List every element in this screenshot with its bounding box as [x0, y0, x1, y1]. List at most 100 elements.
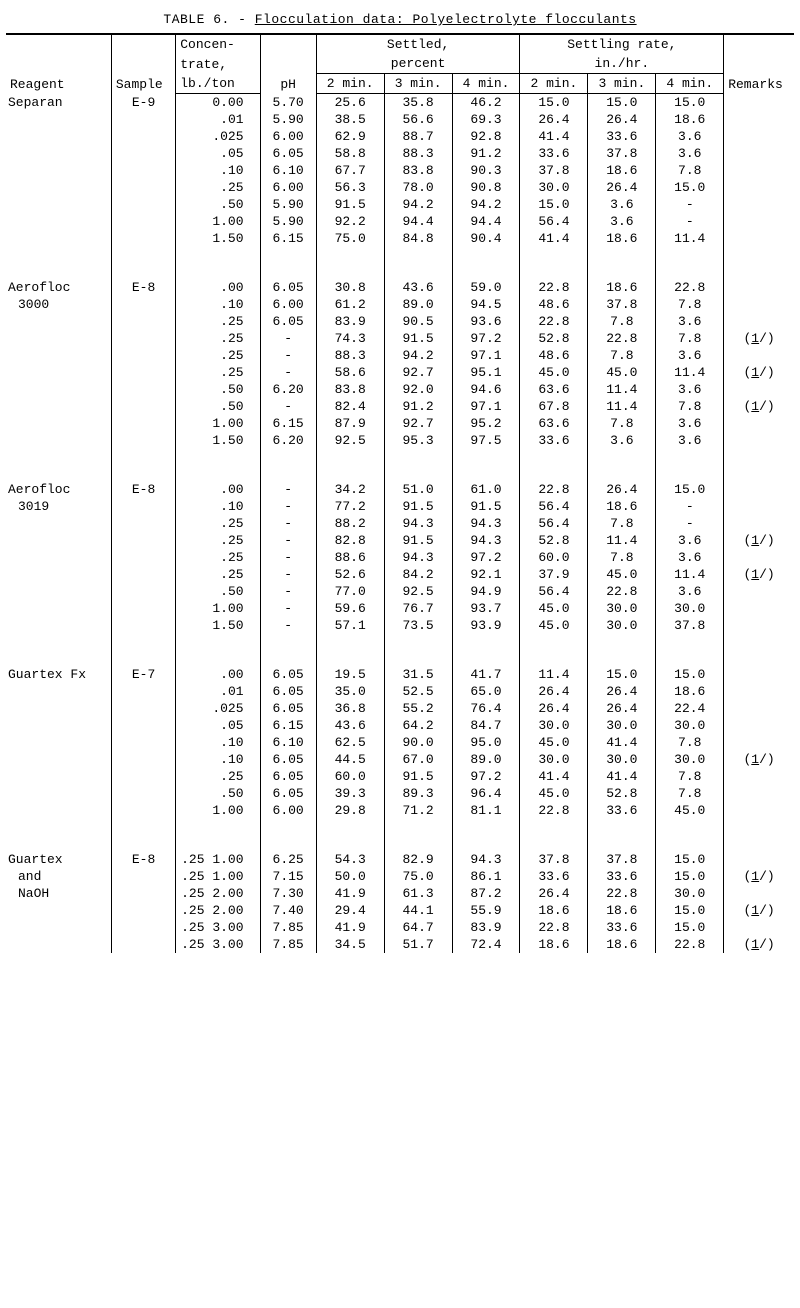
remarks-cell — [724, 498, 794, 515]
rate-4min-cell: 30.0 — [656, 600, 724, 617]
conc-cell: .00 — [176, 279, 260, 296]
reagent-cell — [6, 515, 111, 532]
reagent-cell — [6, 313, 111, 330]
table-row: 3000.106.0061.289.094.548.637.87.8 — [6, 296, 794, 313]
sample-cell — [111, 683, 175, 700]
ph-cell: 6.05 — [260, 768, 316, 785]
remarks-cell — [724, 481, 794, 498]
conc-cell: .50 — [176, 398, 260, 415]
rate-2min-cell: 26.4 — [520, 885, 588, 902]
sample-cell — [111, 313, 175, 330]
settled-4min-cell: 76.4 — [452, 700, 520, 717]
rate-3min-cell: 26.4 — [588, 179, 656, 196]
settled-2min-cell: 62.9 — [316, 128, 384, 145]
rate-3min-cell: 45.0 — [588, 364, 656, 381]
rate-3min-cell: 11.4 — [588, 532, 656, 549]
spacer-cell — [316, 819, 384, 835]
spacer-cell — [520, 465, 588, 481]
table-row: .016.0535.052.565.026.426.418.6 — [6, 683, 794, 700]
spacer-cell — [656, 465, 724, 481]
spacer-cell — [176, 247, 260, 263]
rate-2min-cell: 30.0 — [520, 717, 588, 734]
spacer-cell — [520, 449, 588, 465]
rate-3min-cell: 41.4 — [588, 734, 656, 751]
spacer-cell — [656, 835, 724, 851]
spacer-cell — [111, 247, 175, 263]
spacer-cell — [6, 449, 111, 465]
conc-cell: .025 — [176, 128, 260, 145]
reagent-cell — [6, 683, 111, 700]
reagent-cell — [6, 230, 111, 247]
table-row: AeroflocE-8.006.0530.843.659.022.818.622… — [6, 279, 794, 296]
spacer-cell — [111, 650, 175, 666]
rate-2min-cell: 33.6 — [520, 868, 588, 885]
rate-4min-cell: - — [656, 213, 724, 230]
ph-cell: - — [260, 532, 316, 549]
remarks-cell: (1/) — [724, 398, 794, 415]
spacer-cell — [724, 634, 794, 650]
reagent-cell — [6, 415, 111, 432]
rate-2min-cell: 22.8 — [520, 481, 588, 498]
ph-cell: 5.90 — [260, 213, 316, 230]
settled-2min-cell: 52.6 — [316, 566, 384, 583]
spacer-cell — [724, 835, 794, 851]
settled-4min-cell: 91.5 — [452, 498, 520, 515]
ph-cell: 6.00 — [260, 179, 316, 196]
ph-cell: 5.70 — [260, 94, 316, 112]
settled-3min-cell: 56.6 — [384, 111, 452, 128]
spacer-cell — [260, 247, 316, 263]
settled-4min-cell: 87.2 — [452, 885, 520, 902]
remarks-cell — [724, 381, 794, 398]
rate-3min-cell: 30.0 — [588, 751, 656, 768]
rate-2min-cell: 37.8 — [520, 162, 588, 179]
settled-2min-cell: 34.5 — [316, 936, 384, 953]
table-row: GuartexE-8.25 1.006.2554.382.994.337.837… — [6, 851, 794, 868]
sample-cell — [111, 196, 175, 213]
spacer-cell — [260, 449, 316, 465]
spacer-cell — [656, 247, 724, 263]
sample-cell — [111, 751, 175, 768]
table-row: .25 2.007.4029.444.155.918.618.615.0(1/) — [6, 902, 794, 919]
ph-cell: 6.05 — [260, 145, 316, 162]
sample-cell — [111, 381, 175, 398]
sample-cell — [111, 415, 175, 432]
settled-2min-cell: 62.5 — [316, 734, 384, 751]
table-row: NaOH.25 2.007.3041.961.387.226.422.830.0 — [6, 885, 794, 902]
settled-2min-cell: 50.0 — [316, 868, 384, 885]
remarks-cell — [724, 885, 794, 902]
settled-3min-cell: 91.5 — [384, 498, 452, 515]
settled-2min-cell: 88.6 — [316, 549, 384, 566]
remarks-cell — [724, 600, 794, 617]
spacer-cell — [6, 247, 111, 263]
ph-cell: - — [260, 566, 316, 583]
ph-cell: 6.15 — [260, 717, 316, 734]
remarks-cell — [724, 128, 794, 145]
table-row: and.25 1.007.1550.075.086.133.633.615.0(… — [6, 868, 794, 885]
spacer-cell — [316, 449, 384, 465]
settled-3min-cell: 35.8 — [384, 94, 452, 112]
settled-4min-cell: 95.1 — [452, 364, 520, 381]
header-settled-2: percent — [316, 54, 520, 74]
rate-3min-cell: 18.6 — [588, 498, 656, 515]
settled-3min-cell: 94.2 — [384, 347, 452, 364]
table-title: TABLE 6. - Flocculation data: Polyelectr… — [6, 12, 794, 27]
conc-cell: .01 — [176, 683, 260, 700]
ph-cell: 7.85 — [260, 936, 316, 953]
sample-cell — [111, 230, 175, 247]
spacer-cell — [260, 465, 316, 481]
table-row: 1.506.1575.084.890.441.418.611.4 — [6, 230, 794, 247]
ph-cell: 6.15 — [260, 415, 316, 432]
remarks-cell — [724, 919, 794, 936]
settled-2min-cell: 82.4 — [316, 398, 384, 415]
spacer-cell — [260, 634, 316, 650]
spacer-cell — [260, 263, 316, 279]
ph-cell: 7.85 — [260, 919, 316, 936]
spacer-row — [6, 449, 794, 465]
ph-cell: 6.15 — [260, 230, 316, 247]
table-row: .25-88.694.397.260.07.83.6 — [6, 549, 794, 566]
remarks-cell — [724, 851, 794, 868]
sample-cell: E-9 — [111, 94, 175, 112]
table-row: .50-82.491.297.167.811.47.8(1/) — [6, 398, 794, 415]
settled-2min-cell: 77.0 — [316, 583, 384, 600]
settled-3min-cell: 82.9 — [384, 851, 452, 868]
